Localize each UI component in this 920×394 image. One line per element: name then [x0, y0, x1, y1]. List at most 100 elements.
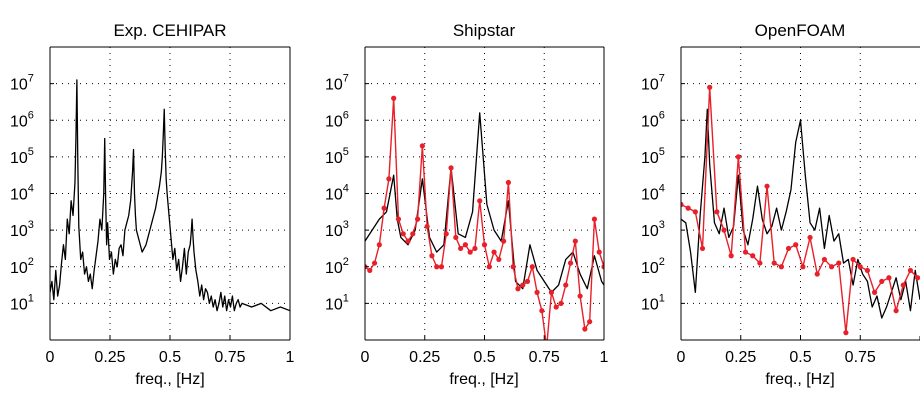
x-tick-label: 0 [46, 349, 55, 366]
data-point [707, 84, 713, 90]
data-point [886, 275, 892, 281]
data-point [567, 260, 574, 266]
x-tick-label: 0.75 [214, 349, 245, 366]
data-point [893, 308, 899, 314]
data-point [558, 300, 564, 306]
data-point [448, 165, 454, 171]
x-axis-label: freq., [Hz] [449, 371, 518, 388]
data-point [486, 264, 492, 270]
data-point [472, 245, 478, 252]
data-point [496, 256, 502, 263]
data-point [582, 326, 588, 332]
data-point [438, 264, 445, 270]
data-point [501, 238, 507, 244]
y-tick-label: 105 [10, 146, 34, 167]
data-point [591, 216, 598, 222]
y-tick-label: 106 [10, 109, 34, 130]
data-point [510, 264, 516, 270]
data-point [728, 253, 734, 259]
y-tick-label: 104 [641, 183, 665, 204]
y-tick-label: 107 [10, 73, 34, 94]
data-point [395, 216, 402, 222]
data-point [742, 249, 749, 255]
data-point [735, 154, 741, 160]
data-point [405, 238, 411, 244]
x-tick-label: 0.5 [473, 349, 495, 366]
data-point [785, 245, 792, 252]
chart-title: Exp. CEHIPAR [113, 21, 226, 40]
y-tick-label: 101 [325, 292, 349, 313]
y-tick-label: 103 [325, 219, 349, 240]
y-tick-label: 104 [325, 183, 349, 204]
series-line-red [365, 97, 604, 340]
data-point [807, 234, 813, 241]
chart-panel: OpenFOAM freq., [Hz] 0 0.25 0.5 0.75 101 102 1… [641, 21, 920, 388]
data-point [520, 282, 526, 288]
data-point [467, 249, 473, 255]
x-axis-label: freq., [Hz] [765, 371, 834, 388]
data-point [864, 267, 871, 274]
data-point [879, 278, 885, 284]
series-group [50, 79, 290, 312]
x-tick-label: 0.25 [409, 349, 440, 366]
y-tick-label: 103 [10, 219, 34, 240]
data-point [381, 205, 387, 211]
data-point [529, 264, 535, 270]
data-point [771, 260, 777, 266]
data-point [515, 286, 521, 292]
data-point [505, 179, 511, 186]
series-group [365, 95, 604, 340]
data-point [553, 304, 559, 310]
x-tick-label: 0.5 [159, 349, 181, 366]
data-point [367, 267, 373, 274]
data-point [800, 264, 806, 270]
data-point [534, 289, 540, 295]
data-point [481, 242, 488, 248]
y-tick-label: 101 [10, 292, 34, 313]
data-point [548, 289, 555, 295]
chart-panel: Exp. CEHIPAR freq., [Hz] 0 0.25 0.5 0.75 1 10… [10, 21, 295, 388]
data-point [915, 275, 920, 281]
data-point [414, 216, 421, 222]
data-point [539, 308, 545, 314]
x-tick-label: 0.75 [845, 349, 876, 366]
data-point [458, 245, 464, 252]
data-point [572, 238, 578, 244]
data-point [850, 256, 856, 263]
data-point [577, 293, 583, 299]
data-point [462, 242, 468, 248]
data-point [814, 271, 820, 277]
y-tick-label: 105 [641, 146, 665, 167]
data-point [750, 253, 756, 259]
data-point [429, 253, 435, 259]
data-point [828, 264, 835, 270]
y-tick-label: 106 [325, 109, 349, 130]
y-tick-label: 102 [10, 256, 34, 277]
data-point [443, 231, 449, 237]
data-point [857, 264, 863, 270]
x-tick-label: 0.75 [529, 349, 560, 366]
data-point [524, 278, 531, 284]
data-point [764, 183, 770, 189]
data-point [685, 205, 691, 211]
data-point [721, 227, 727, 233]
data-point [900, 282, 906, 288]
data-point [907, 267, 914, 274]
y-tick-label: 107 [325, 73, 349, 94]
x-tick-label: 0.25 [94, 349, 125, 366]
x-tick-label: 1 [600, 349, 609, 366]
data-point [699, 245, 706, 252]
data-point [871, 289, 878, 295]
data-point [424, 223, 430, 230]
data-point [793, 242, 799, 248]
data-point [714, 209, 720, 215]
x-tick-label: 0 [677, 349, 686, 366]
data-point [587, 319, 593, 325]
y-tick-label: 101 [641, 292, 665, 313]
y-tick-label: 102 [325, 256, 349, 277]
data-point [386, 176, 392, 182]
data-point [601, 264, 604, 270]
chart-panel: Shipstar freq., [Hz] 0 0.25 0.5 0.75 1 101 102… [325, 21, 609, 388]
data-point [453, 234, 459, 241]
x-tick-label: 1 [286, 349, 295, 366]
